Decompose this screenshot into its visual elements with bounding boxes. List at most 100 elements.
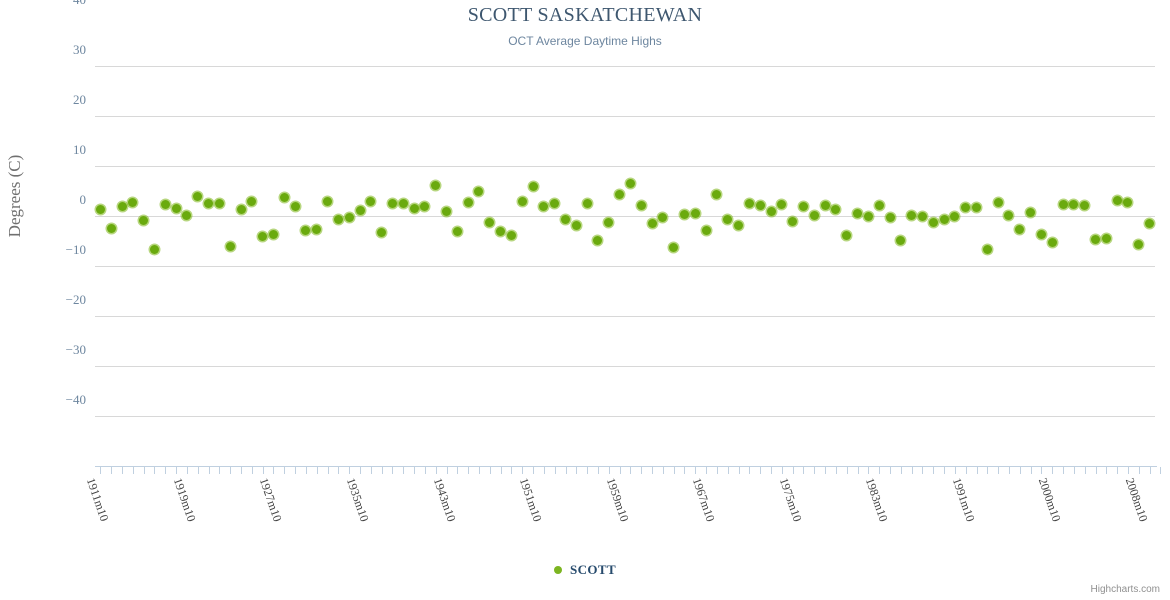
data-point[interactable]: [517, 196, 527, 206]
data-point[interactable]: [485, 218, 495, 227]
data-point[interactable]: [1004, 211, 1014, 220]
data-point[interactable]: [95, 205, 105, 214]
data-point[interactable]: [853, 208, 863, 218]
data-point[interactable]: [463, 197, 473, 207]
data-point[interactable]: [582, 198, 592, 208]
data-point[interactable]: [831, 204, 841, 214]
data-point[interactable]: [658, 213, 668, 222]
data-point[interactable]: [961, 202, 971, 212]
data-point[interactable]: [863, 211, 873, 221]
data-point[interactable]: [907, 210, 917, 220]
data-point[interactable]: [604, 217, 614, 227]
data-point[interactable]: [679, 209, 689, 219]
data-point[interactable]: [409, 204, 419, 213]
data-point[interactable]: [982, 244, 992, 254]
data-point[interactable]: [355, 206, 365, 215]
data-point[interactable]: [842, 231, 852, 240]
data-point[interactable]: [214, 198, 224, 208]
data-point[interactable]: [939, 215, 949, 224]
data-point[interactable]: [625, 179, 635, 188]
data-point[interactable]: [106, 223, 116, 233]
data-point[interactable]: [442, 207, 452, 216]
data-point[interactable]: [258, 231, 268, 241]
data-point[interactable]: [1145, 218, 1155, 228]
gridline: [95, 166, 1155, 167]
data-point[interactable]: [788, 216, 798, 226]
data-point[interactable]: [1091, 235, 1100, 244]
data-point[interactable]: [1101, 234, 1111, 243]
data-point[interactable]: [539, 202, 549, 211]
data-point[interactable]: [247, 196, 257, 206]
data-point[interactable]: [333, 214, 343, 224]
data-point[interactable]: [972, 203, 982, 212]
data-point[interactable]: [744, 198, 754, 208]
data-point[interactable]: [171, 204, 181, 213]
data-point[interactable]: [193, 192, 203, 201]
data-point[interactable]: [366, 197, 376, 206]
data-point[interactable]: [279, 192, 289, 202]
data-point[interactable]: [1069, 199, 1079, 209]
data-point[interactable]: [798, 201, 808, 211]
data-point[interactable]: [182, 210, 192, 220]
data-point[interactable]: [1123, 197, 1133, 207]
data-point[interactable]: [268, 230, 278, 239]
data-point[interactable]: [496, 227, 506, 236]
data-point[interactable]: [755, 201, 765, 210]
data-point[interactable]: [896, 235, 906, 245]
data-point[interactable]: [1112, 195, 1122, 205]
data-point[interactable]: [1080, 200, 1090, 210]
data-point[interactable]: [1134, 239, 1144, 249]
data-point[interactable]: [561, 214, 570, 224]
data-point[interactable]: [593, 236, 603, 245]
data-point[interactable]: [323, 196, 333, 206]
data-point[interactable]: [160, 200, 170, 209]
data-point[interactable]: [1047, 237, 1057, 247]
data-point[interactable]: [701, 226, 711, 235]
data-point[interactable]: [474, 187, 484, 196]
data-point[interactable]: [636, 201, 646, 210]
data-point[interactable]: [312, 224, 322, 234]
data-point[interactable]: [420, 202, 430, 211]
data-point[interactable]: [344, 213, 354, 222]
data-point[interactable]: [506, 230, 516, 240]
data-point[interactable]: [377, 227, 387, 237]
data-point[interactable]: [993, 197, 1003, 207]
data-point[interactable]: [225, 242, 235, 251]
data-point[interactable]: [431, 180, 441, 190]
data-point[interactable]: [615, 190, 625, 199]
data-point[interactable]: [1036, 230, 1046, 239]
data-point[interactable]: [1015, 225, 1025, 234]
data-point[interactable]: [950, 211, 960, 221]
data-point[interactable]: [1058, 199, 1068, 209]
data-point[interactable]: [809, 210, 819, 220]
data-point[interactable]: [117, 202, 127, 211]
data-point[interactable]: [1026, 207, 1036, 217]
data-point[interactable]: [550, 198, 560, 208]
data-point[interactable]: [647, 218, 657, 228]
data-point[interactable]: [128, 197, 138, 207]
data-point[interactable]: [669, 242, 679, 252]
data-point[interactable]: [820, 201, 830, 210]
data-point[interactable]: [236, 205, 246, 214]
data-point[interactable]: [777, 200, 787, 209]
data-point[interactable]: [149, 244, 159, 254]
data-point[interactable]: [139, 215, 149, 225]
data-point[interactable]: [528, 181, 538, 191]
data-point[interactable]: [387, 199, 397, 208]
data-point[interactable]: [917, 212, 927, 221]
data-point[interactable]: [928, 218, 938, 227]
data-point[interactable]: [874, 200, 884, 210]
data-point[interactable]: [712, 190, 722, 199]
data-point[interactable]: [690, 209, 700, 218]
data-point[interactable]: [452, 226, 462, 236]
data-point[interactable]: [290, 201, 300, 211]
data-point[interactable]: [204, 198, 214, 208]
legend-item-scott[interactable]: SCOTT: [553, 562, 616, 578]
data-point[interactable]: [723, 214, 733, 224]
data-point[interactable]: [766, 207, 776, 216]
data-point[interactable]: [885, 212, 895, 222]
data-point[interactable]: [301, 225, 311, 235]
data-point[interactable]: [571, 220, 581, 230]
data-point[interactable]: [398, 199, 408, 208]
data-point[interactable]: [734, 220, 744, 230]
